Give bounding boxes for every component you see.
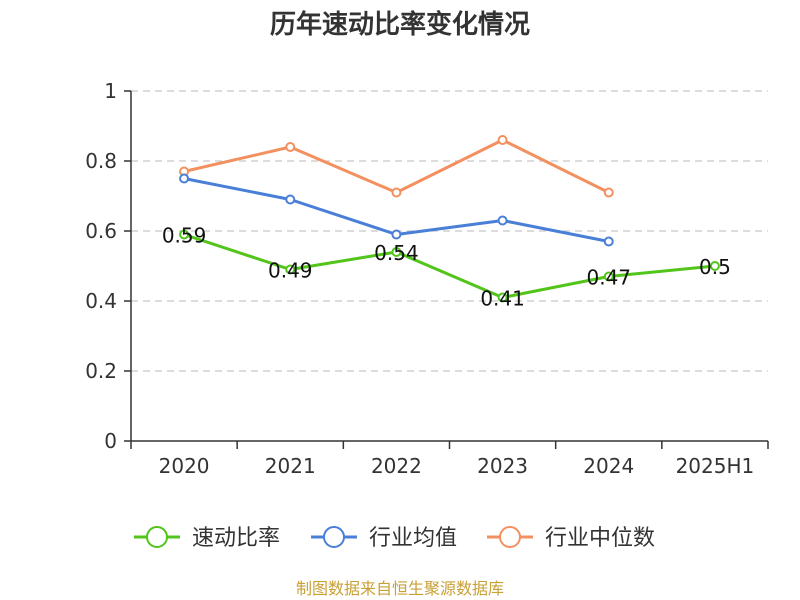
data-label: 0.54 [374,241,419,265]
legend-marker [499,526,521,548]
y-tick-label: 0.8 [85,149,117,173]
series-point-1 [497,215,508,226]
series-layer [179,135,720,303]
legend-label: 行业中位数 [545,526,655,551]
legend-label: 行业均值 [369,526,457,551]
series-point-0 [391,247,402,257]
series-point-0 [709,261,720,271]
data-label: 0.5 [699,255,731,279]
x-tick-label: 2022 [371,454,422,478]
y-tick-label: 0 [104,429,117,453]
y-tick-label: 0.2 [85,359,117,383]
chart-title: 历年速动比率变化情况 [270,9,530,40]
series-point-1 [179,173,190,184]
y-tick-label: 0.4 [85,289,117,313]
y-tick-label: 1 [104,79,117,103]
x-tick-label: 2023 [477,454,528,478]
legend-label: 速动比率 [192,526,280,551]
series-point-1 [391,229,402,240]
data-labels: 0.59 0.49 0.54 0.41 0.47 0.5 [162,224,731,311]
series-point-1 [285,194,296,205]
data-label: 0.41 [480,287,525,311]
series-point-1 [603,236,614,247]
x-tick-label: 2020 [159,454,210,478]
data-label: 0.59 [162,224,207,248]
x-tick-label: 2025H1 [676,454,755,478]
legend-item-1: 行业均值 [311,526,457,551]
series-point-2 [285,142,296,152]
legend-item-2: 行业中位数 [487,526,655,551]
legend: 速动比率 行业均值 行业中位数 [134,526,655,551]
series-line-2 [183,138,610,194]
data-label: 0.49 [268,259,313,283]
x-tick-label: 2021 [265,454,316,478]
series-point-2 [497,135,508,145]
legend-item-0: 速动比率 [134,526,280,551]
data-label: 0.47 [586,266,631,290]
grid-lines [131,90,768,372]
axes: 0 0.2 0.4 0.6 0.8 1 2020 2021 2022 2023 2024 2025H1 [85,79,769,478]
y-tick-label: 0.6 [85,219,117,243]
series-line-0 [183,233,716,299]
series-point-2 [391,187,402,198]
series-point-0 [497,292,508,303]
series-point-0 [179,229,190,240]
legend-marker [323,526,345,548]
legend-marker [146,526,168,548]
source-note: 制图数据来自恒生聚源数据库 [296,579,504,598]
series-point-2 [603,187,614,198]
x-tick-label: 2024 [583,454,634,478]
series-point-0 [603,271,614,282]
series-point-0 [285,264,296,275]
